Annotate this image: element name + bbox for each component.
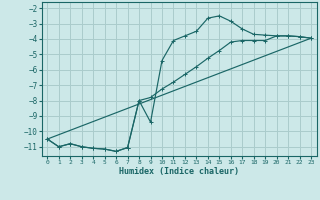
X-axis label: Humidex (Indice chaleur): Humidex (Indice chaleur)	[119, 167, 239, 176]
